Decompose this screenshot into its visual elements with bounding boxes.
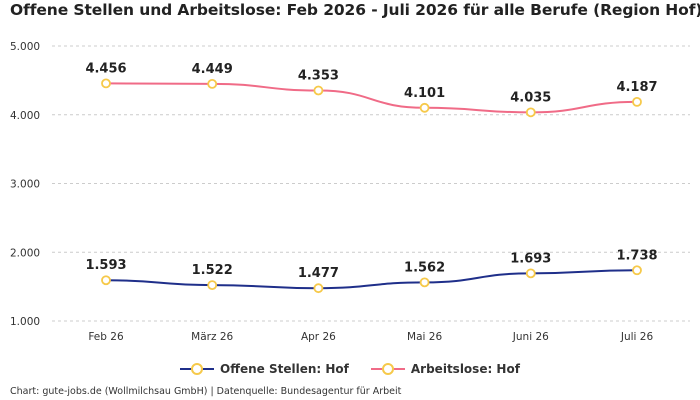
data-point-offene-stellen <box>207 280 218 291</box>
data-label-offene-stellen: 1.477 <box>298 266 339 281</box>
data-point-arbeitslose <box>419 102 430 113</box>
data-label-offene-stellen: 1.562 <box>404 260 445 275</box>
y-tick-label: 3.000 <box>10 179 40 191</box>
chart-title: Offene Stellen und Arbeitslose: Feb 2026… <box>10 1 700 19</box>
data-label-arbeitslose: 4.353 <box>298 68 339 83</box>
y-tick-label: 5.000 <box>10 41 40 53</box>
x-tick-label: Apr 26 <box>301 331 336 343</box>
data-label-arbeitslose: 4.456 <box>85 61 126 76</box>
x-tick-label: Juli 26 <box>620 331 654 343</box>
chart-footer: Chart: gute-jobs.de (Wollmilchsau GmbH) … <box>10 386 402 397</box>
legend-swatch-arbeitslose <box>370 362 405 376</box>
data-label-arbeitslose: 4.101 <box>404 86 445 101</box>
y-tick-label: 1.000 <box>10 316 40 328</box>
data-point-offene-stellen <box>101 275 111 286</box>
legend-label-offene-stellen: Offene Stellen: Hof <box>220 362 349 376</box>
y-tick-label: 4.000 <box>10 110 40 122</box>
x-tick-label: Feb 26 <box>88 331 124 343</box>
data-label-offene-stellen: 1.522 <box>192 263 233 278</box>
data-point-offene-stellen <box>632 265 642 276</box>
series-line-arbeitslose <box>105 82 638 114</box>
data-point-offene-stellen <box>525 268 536 279</box>
data-label-arbeitslose: 4.449 <box>192 62 233 77</box>
data-label-arbeitslose: 4.035 <box>510 90 551 105</box>
x-tick-label: Mai 26 <box>407 331 442 343</box>
series-line-offene-stellen <box>105 269 638 290</box>
data-label-offene-stellen: 1.738 <box>616 248 657 263</box>
x-tick-label: Juni 26 <box>512 331 549 343</box>
legend-item-offene-stellen[interactable]: Offene Stellen: Hof <box>180 362 349 376</box>
data-label-offene-stellen: 1.593 <box>85 258 126 273</box>
data-label-arbeitslose: 4.187 <box>616 80 657 95</box>
data-point-offene-stellen <box>419 277 430 288</box>
data-label-offene-stellen: 1.693 <box>510 251 551 266</box>
x-tick-label: März 26 <box>191 331 233 343</box>
legend-item-arbeitslose[interactable]: Arbeitslose: Hof <box>370 362 520 376</box>
data-point-arbeitslose <box>525 107 536 118</box>
chart-legend: Offene Stellen: Hof Arbeitslose: Hof <box>0 362 700 376</box>
legend-label-arbeitslose: Arbeitslose: Hof <box>410 362 520 376</box>
data-point-arbeitslose <box>101 78 111 89</box>
data-point-offene-stellen <box>313 283 324 294</box>
y-tick-label: 2.000 <box>10 247 40 259</box>
data-point-arbeitslose <box>313 85 324 96</box>
data-point-arbeitslose <box>632 96 642 107</box>
data-point-arbeitslose <box>207 78 218 89</box>
legend-swatch-offene-stellen <box>180 362 215 376</box>
